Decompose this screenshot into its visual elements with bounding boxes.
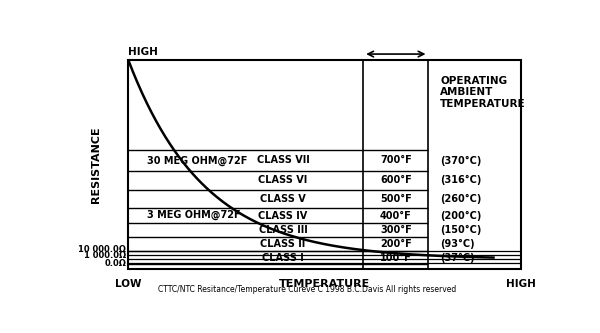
Text: 0.0Ω: 0.0Ω xyxy=(104,259,126,268)
Text: HIGH: HIGH xyxy=(128,47,158,57)
Text: 300°F: 300°F xyxy=(380,225,412,235)
Text: (316°C): (316°C) xyxy=(440,175,481,185)
Text: TEMPERATURE: TEMPERATURE xyxy=(280,278,371,289)
Text: 600°F: 600°F xyxy=(380,175,412,185)
Text: 10 000.0Ω: 10 000.0Ω xyxy=(78,245,126,254)
Text: (37°C): (37°C) xyxy=(440,253,475,263)
Text: (93°C): (93°C) xyxy=(440,239,475,249)
Text: CLASS I: CLASS I xyxy=(262,253,304,263)
Text: LOW: LOW xyxy=(115,278,142,289)
Text: (200°C): (200°C) xyxy=(440,210,481,221)
Text: (370°C): (370°C) xyxy=(440,156,481,166)
Text: RESISTANCE: RESISTANCE xyxy=(91,127,101,203)
Text: (260°C): (260°C) xyxy=(440,194,481,204)
Text: CLASS VI: CLASS VI xyxy=(259,175,308,185)
Text: OPERATING
AMBIENT
TEMPERATURE: OPERATING AMBIENT TEMPERATURE xyxy=(440,76,526,109)
Text: HIGH: HIGH xyxy=(506,278,536,289)
Text: CLASS IV: CLASS IV xyxy=(259,210,308,220)
Text: 400°F: 400°F xyxy=(380,210,412,220)
Text: CLASS II: CLASS II xyxy=(260,239,306,249)
Text: 500°F: 500°F xyxy=(380,194,412,204)
Text: 1 000.0Ω: 1 000.0Ω xyxy=(84,251,126,260)
Text: CTTC/NTC Resitance/Temperature Cureve C 1998 B.C.Davis All rights reserved: CTTC/NTC Resitance/Temperature Cureve C … xyxy=(158,285,457,294)
Text: 200°F: 200°F xyxy=(380,239,412,249)
Text: CLASS VII: CLASS VII xyxy=(257,156,310,166)
Text: 3 MEG OHM@72F: 3 MEG OHM@72F xyxy=(147,210,241,220)
Text: 30 MEG OHM@72F: 30 MEG OHM@72F xyxy=(147,155,247,166)
Text: CLASS V: CLASS V xyxy=(260,194,306,204)
Text: 700°F: 700°F xyxy=(380,156,412,166)
Text: (150°C): (150°C) xyxy=(440,225,481,235)
Text: CLASS III: CLASS III xyxy=(259,225,307,235)
Text: 100°F: 100°F xyxy=(380,253,412,263)
Bar xyxy=(128,61,521,269)
